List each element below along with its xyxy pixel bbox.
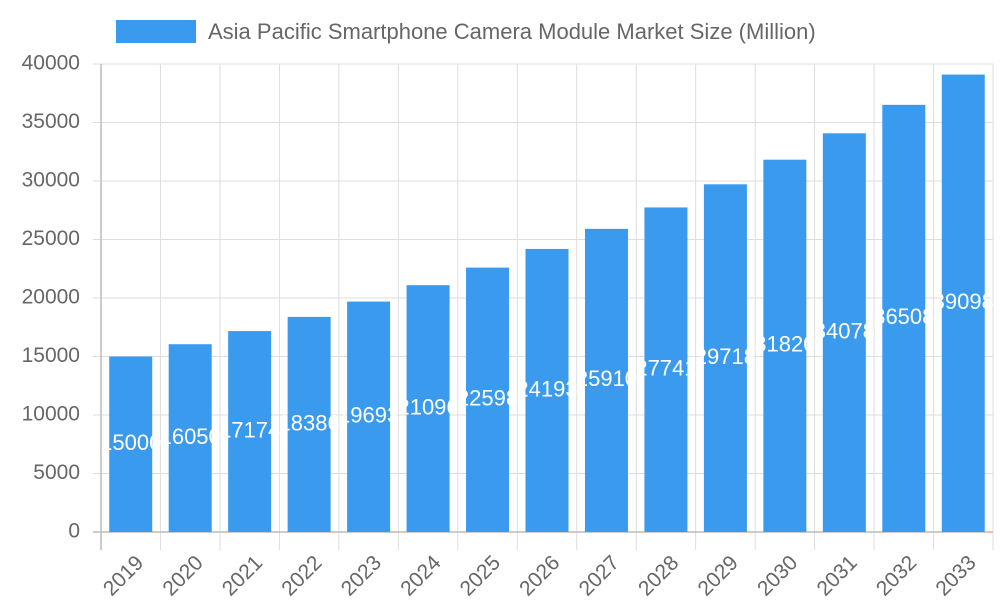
bar xyxy=(941,74,985,532)
y-tick-label: 10000 xyxy=(22,403,80,426)
x-tick-label: 2028 xyxy=(634,551,683,600)
bar xyxy=(644,207,688,532)
x-tick-label: 2030 xyxy=(753,551,802,600)
bar xyxy=(525,248,569,532)
x-tick-label: 2029 xyxy=(694,551,743,600)
x-tick-label: 2024 xyxy=(396,551,446,600)
y-tick-label: 35000 xyxy=(22,110,80,133)
data-label: 19693 xyxy=(338,403,399,428)
y-tick-label: 5000 xyxy=(33,461,80,484)
x-tick-label: 2022 xyxy=(277,551,326,600)
x-tick-label: 2023 xyxy=(337,551,386,600)
data-label: 31820 xyxy=(754,332,815,357)
y-tick-label: 15000 xyxy=(22,344,80,367)
y-tick-label: 40000 xyxy=(22,52,80,75)
bar xyxy=(228,331,272,532)
data-label: 27741 xyxy=(635,356,696,381)
x-tick-label: 2021 xyxy=(218,551,267,600)
x-tick-label: 2019 xyxy=(99,551,148,600)
legend-label: Asia Pacific Smartphone Camera Module Ma… xyxy=(208,19,816,44)
y-tick-label: 0 xyxy=(68,520,80,543)
data-label: 18386 xyxy=(279,410,340,435)
bar xyxy=(347,301,391,532)
x-tick-label: 2032 xyxy=(872,551,921,600)
bar xyxy=(882,104,926,533)
bar xyxy=(703,184,747,533)
data-label: 16050 xyxy=(160,424,221,449)
bar xyxy=(763,159,807,532)
bar xyxy=(584,228,628,532)
data-label: 36508 xyxy=(873,304,934,329)
x-tick-label: 2025 xyxy=(456,551,505,600)
y-tick-label: 30000 xyxy=(22,169,80,192)
legend-swatch xyxy=(116,20,196,43)
data-label: 17174 xyxy=(219,417,280,442)
data-label: 39098 xyxy=(933,289,994,314)
data-label: 21096 xyxy=(397,394,458,419)
data-label: 22598 xyxy=(457,386,518,411)
y-tick-label: 25000 xyxy=(22,227,80,250)
bar xyxy=(406,285,450,532)
bar xyxy=(466,267,510,532)
x-tick-label: 2027 xyxy=(575,551,624,600)
bar xyxy=(287,316,331,532)
data-label: 29718 xyxy=(695,344,756,369)
x-tick-label: 2026 xyxy=(515,551,564,600)
y-tick-label: 20000 xyxy=(22,286,80,309)
x-tick-label: 2033 xyxy=(931,551,980,600)
data-label: 24193 xyxy=(516,376,577,401)
data-label: 15000 xyxy=(100,430,161,455)
x-tick-label: 2031 xyxy=(812,551,861,600)
bar xyxy=(822,133,866,532)
data-label: 25910 xyxy=(576,366,637,391)
bar xyxy=(168,344,212,532)
data-label: 34078 xyxy=(814,318,875,343)
bar xyxy=(109,356,153,532)
x-tick-label: 2020 xyxy=(158,551,207,600)
